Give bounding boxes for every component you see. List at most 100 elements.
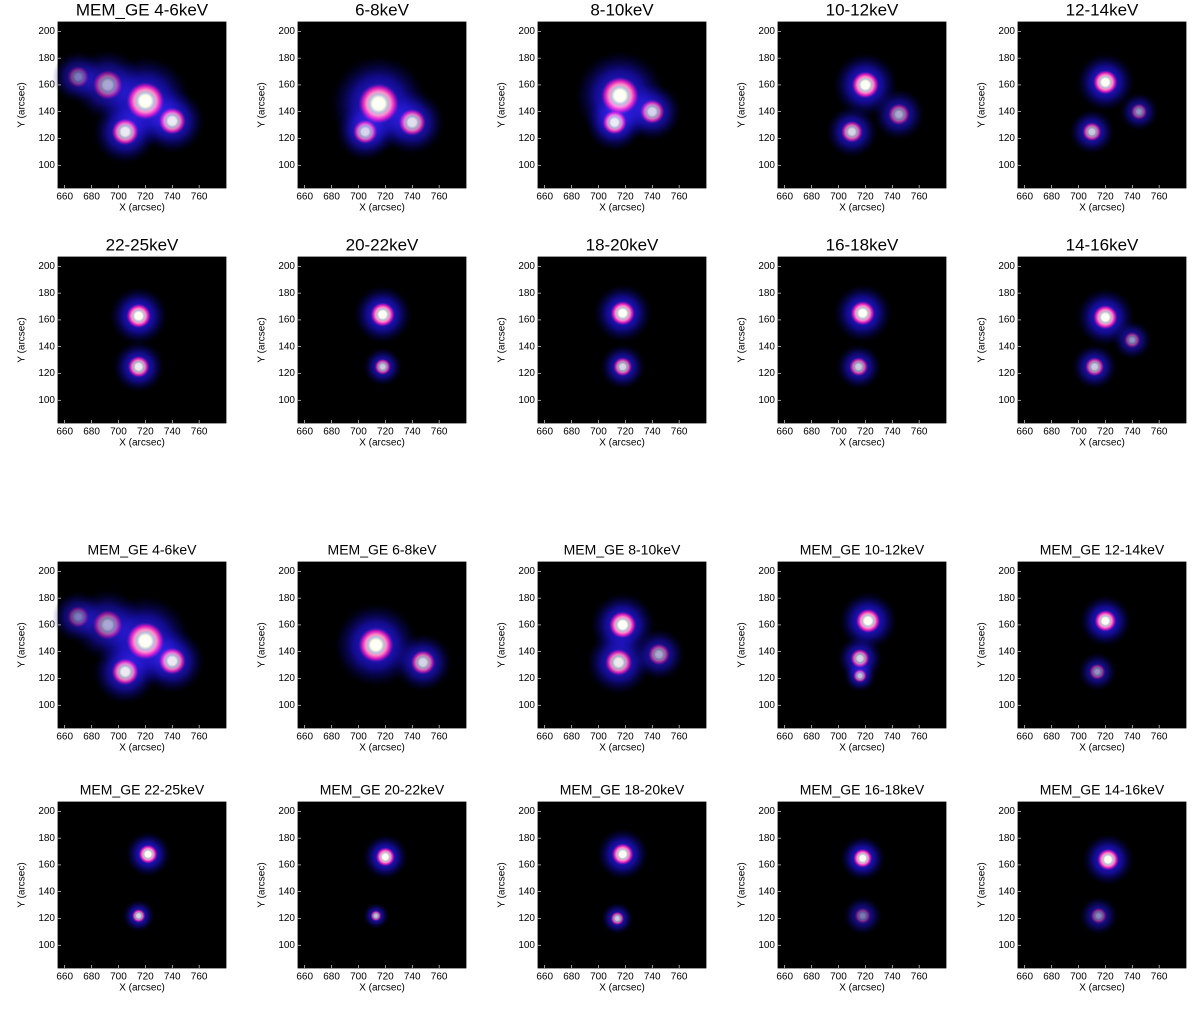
panel-title: MEM_GE 4-6keV xyxy=(76,0,209,19)
y-axis-label: Y (arcsec) xyxy=(17,622,28,667)
y-tick-label: 200 xyxy=(38,26,55,37)
y-tick-label: 100 xyxy=(518,940,535,951)
image-background xyxy=(1018,802,1186,968)
source-core xyxy=(640,99,665,124)
x-tick-label: 720 xyxy=(1097,732,1114,743)
x-tick-label: 760 xyxy=(191,427,208,438)
image xyxy=(538,802,706,968)
source-core xyxy=(851,71,879,99)
panel-title: MEM_GE 4-6keV xyxy=(88,542,198,558)
panel-title: MEM_GE 6-8keV xyxy=(328,542,438,558)
y-tick-label: 140 xyxy=(758,341,775,352)
x-tick-label: 720 xyxy=(1097,427,1114,438)
y-tick-label: 160 xyxy=(758,315,775,326)
image xyxy=(778,22,946,188)
source-core xyxy=(370,910,382,922)
x-tick-label: 680 xyxy=(563,427,580,438)
x-axis-label: X (arcsec) xyxy=(119,983,165,994)
x-axis-label: X (arcsec) xyxy=(839,438,885,449)
y-tick-label: 180 xyxy=(38,833,55,844)
y-tick-label: 120 xyxy=(278,368,295,379)
y-tick-label: 120 xyxy=(518,913,535,924)
x-tick-label: 680 xyxy=(83,972,100,983)
y-tick-label: 160 xyxy=(278,315,295,326)
y-tick-label: 120 xyxy=(998,673,1015,684)
x-axis-label: X (arcsec) xyxy=(359,983,405,994)
x-axis-label: X (arcsec) xyxy=(839,983,885,994)
plot-frame xyxy=(1017,801,1187,969)
plot-frame xyxy=(57,256,227,424)
panel: MEM_GE 22-25keV 660 680 700 720 740 760 100 120 1… xyxy=(17,782,227,994)
x-tick-label: 660 xyxy=(1016,427,1033,438)
y-tick-label: 140 xyxy=(278,886,295,897)
y-tick-label: 160 xyxy=(758,620,775,631)
x-tick-label: 720 xyxy=(617,972,634,983)
y-tick-label: 160 xyxy=(38,80,55,91)
y-tick-label: 160 xyxy=(518,620,535,631)
panel: MEM_GE 16-18keV 660 680 700 720 740 760 100 120 1… xyxy=(737,782,947,994)
panel: MEM_GE 10-12keV 660 680 700 720 740 760 100 120 1… xyxy=(737,542,947,754)
source-core xyxy=(1093,305,1118,330)
y-tick-label: 140 xyxy=(998,341,1015,352)
source-core xyxy=(1090,907,1107,924)
image xyxy=(778,802,946,968)
x-tick-label: 700 xyxy=(1070,732,1087,743)
y-tick-label: 100 xyxy=(278,700,295,711)
x-tick-label: 700 xyxy=(830,192,847,203)
source-core xyxy=(370,302,395,327)
source-core xyxy=(855,608,881,633)
y-tick-label: 140 xyxy=(518,106,535,117)
y-tick-label: 100 xyxy=(518,700,535,711)
source-core xyxy=(111,118,139,146)
panel: MEM_GE 20-22keV 660 680 700 720 740 760 100 120 1… xyxy=(257,782,467,994)
y-tick-label: 120 xyxy=(38,673,55,684)
y-tick-label: 100 xyxy=(998,940,1015,951)
y-tick-label: 140 xyxy=(278,341,295,352)
x-tick-label: 660 xyxy=(776,427,793,438)
x-tick-label: 720 xyxy=(137,427,154,438)
source-core xyxy=(126,303,151,328)
x-axis-label: X (arcsec) xyxy=(119,438,165,449)
x-tick-label: 660 xyxy=(536,192,553,203)
y-tick-label: 140 xyxy=(518,646,535,657)
y-tick-label: 200 xyxy=(38,806,55,817)
source-core xyxy=(610,301,635,326)
x-axis-label: X (arcsec) xyxy=(359,203,405,214)
y-tick-label: 180 xyxy=(278,593,295,604)
y-tick-label: 140 xyxy=(998,646,1015,657)
y-tick-label: 100 xyxy=(38,940,55,951)
y-tick-label: 100 xyxy=(758,700,775,711)
y-tick-label: 160 xyxy=(518,315,535,326)
source-core xyxy=(853,848,873,868)
source-core xyxy=(850,301,875,326)
x-axis-label: X (arcsec) xyxy=(1079,983,1125,994)
y-tick-label: 200 xyxy=(518,566,535,577)
x-tick-label: 680 xyxy=(83,192,100,203)
source-core xyxy=(158,107,186,135)
x-tick-label: 660 xyxy=(296,192,313,203)
y-tick-label: 160 xyxy=(38,620,55,631)
x-axis-label: X (arcsec) xyxy=(599,438,645,449)
image xyxy=(1018,802,1186,968)
x-tick-label: 740 xyxy=(164,732,181,743)
x-tick-label: 740 xyxy=(884,192,901,203)
y-tick-label: 180 xyxy=(758,833,775,844)
x-axis-label: X (arcsec) xyxy=(1079,203,1125,214)
y-tick-label: 160 xyxy=(518,860,535,871)
x-tick-label: 740 xyxy=(404,972,421,983)
y-tick-label: 180 xyxy=(38,288,55,299)
x-tick-label: 720 xyxy=(137,192,154,203)
x-tick-label: 680 xyxy=(323,972,340,983)
y-tick-label: 200 xyxy=(38,566,55,577)
panel-title: MEM_GE 14-16keV xyxy=(1040,782,1165,798)
x-axis-label: X (arcsec) xyxy=(599,743,645,754)
panel-title: MEM_GE 20-22keV xyxy=(320,782,445,798)
plot-frame xyxy=(777,561,947,729)
x-axis-label: X (arcsec) xyxy=(359,743,405,754)
x-tick-label: 720 xyxy=(857,192,874,203)
y-tick-label: 160 xyxy=(998,315,1015,326)
x-tick-label: 760 xyxy=(431,732,448,743)
y-tick-label: 120 xyxy=(518,368,535,379)
x-tick-label: 700 xyxy=(590,732,607,743)
